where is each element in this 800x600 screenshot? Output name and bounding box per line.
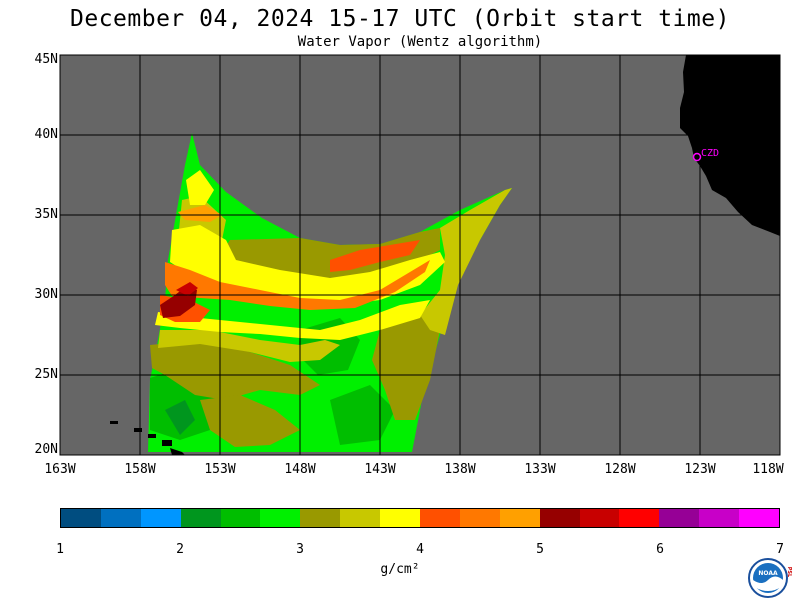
lon-label-123w: 123W — [684, 462, 716, 477]
colorbar-tick-7: 7 — [776, 542, 784, 557]
colorbar-segment — [340, 509, 381, 527]
map-grid — [60, 55, 780, 455]
lat-label-35n: 35N — [34, 207, 58, 222]
swath-red-edge — [176, 282, 198, 296]
island-hawaii — [170, 448, 185, 455]
colorbar-segment — [739, 509, 780, 527]
colorbar-segment — [61, 509, 101, 527]
island-molokai — [148, 434, 156, 438]
swath-orange-4 — [178, 205, 222, 222]
swath-yellow-2 — [155, 300, 430, 340]
swath-olive-2 — [200, 395, 300, 447]
water-vapor-map: CZD — [59, 54, 781, 456]
lat-label-25n: 25N — [34, 367, 58, 382]
colorbar-segment — [619, 509, 660, 527]
logo-side-text: PSL — [786, 567, 792, 578]
chart-title: December 04, 2024 15-17 UTC (Orbit start… — [70, 6, 730, 32]
colorbar-units: g/cm² — [380, 562, 420, 577]
lon-label-128w: 128W — [604, 462, 636, 477]
swath-olive-4 — [372, 315, 440, 420]
colorbar-segment — [579, 509, 620, 527]
logo-text: NOAA — [758, 570, 778, 577]
colorbar-segment — [380, 509, 421, 527]
lon-label-153w: 153W — [204, 462, 236, 477]
lon-label-158w: 158W — [124, 462, 156, 477]
noaa-logo-icon: NOAA PSL — [748, 558, 792, 598]
colorbar-segment — [260, 509, 301, 527]
colorbar-segment — [180, 509, 221, 527]
lat-label-30n: 30N — [34, 287, 58, 302]
swath-olive-1 — [150, 340, 320, 400]
colorbar-tick-4: 4 — [416, 542, 424, 557]
colorbar-segment — [499, 509, 540, 527]
station-marker-icon — [692, 152, 702, 162]
colorbar-segment — [100, 509, 141, 527]
island-maui — [162, 440, 172, 446]
colorbar-segment — [659, 509, 700, 527]
island-kauai — [110, 421, 118, 424]
lat-label-40n: 40N — [34, 127, 58, 142]
chart-subtitle: Water Vapor (Wentz algorithm) — [297, 34, 543, 50]
hawaiian-islands — [110, 421, 185, 455]
land-west-coast — [680, 55, 780, 236]
lon-label-163w: 163W — [44, 462, 76, 477]
colorbar-tick-2: 2 — [176, 542, 184, 557]
colorbar-segment — [220, 509, 261, 527]
colorbar — [60, 508, 780, 528]
colorbar-segment — [140, 509, 181, 527]
swath-yellow-1 — [170, 225, 445, 305]
colorbar-segment — [539, 509, 580, 527]
swath-orange-1 — [165, 260, 430, 310]
lon-label-148w: 148W — [284, 462, 316, 477]
map-frame — [59, 54, 781, 456]
colorbar-tick-5: 5 — [536, 542, 544, 557]
colorbar-segment — [300, 509, 341, 527]
colorbar-segment — [699, 509, 740, 527]
swath-darkgreen-4 — [165, 400, 195, 435]
water-vapor-swath — [148, 133, 512, 452]
colorbar-tick-3: 3 — [296, 542, 304, 557]
lon-label-143w: 143W — [364, 462, 396, 477]
swath-darkgreen-3 — [330, 385, 395, 445]
swath-khaki-1 — [420, 188, 512, 335]
lat-label-20n: 20N — [34, 442, 58, 457]
lon-label-118w: 118W — [752, 462, 784, 477]
lat-label-45n: 45N — [34, 52, 58, 67]
colorbar-tick-6: 6 — [656, 542, 664, 557]
swath-yellow-3 — [186, 170, 214, 205]
lon-label-138w: 138W — [444, 462, 476, 477]
colorbar-tick-1: 1 — [56, 542, 64, 557]
swath-khaki-3 — [158, 330, 340, 362]
colorbar-segment — [420, 509, 460, 527]
island-oahu — [134, 428, 142, 432]
station-label: CZD — [701, 148, 719, 159]
colorbar-segment — [459, 509, 500, 527]
swath-orange-3 — [330, 240, 420, 272]
lon-label-133w: 133W — [524, 462, 556, 477]
